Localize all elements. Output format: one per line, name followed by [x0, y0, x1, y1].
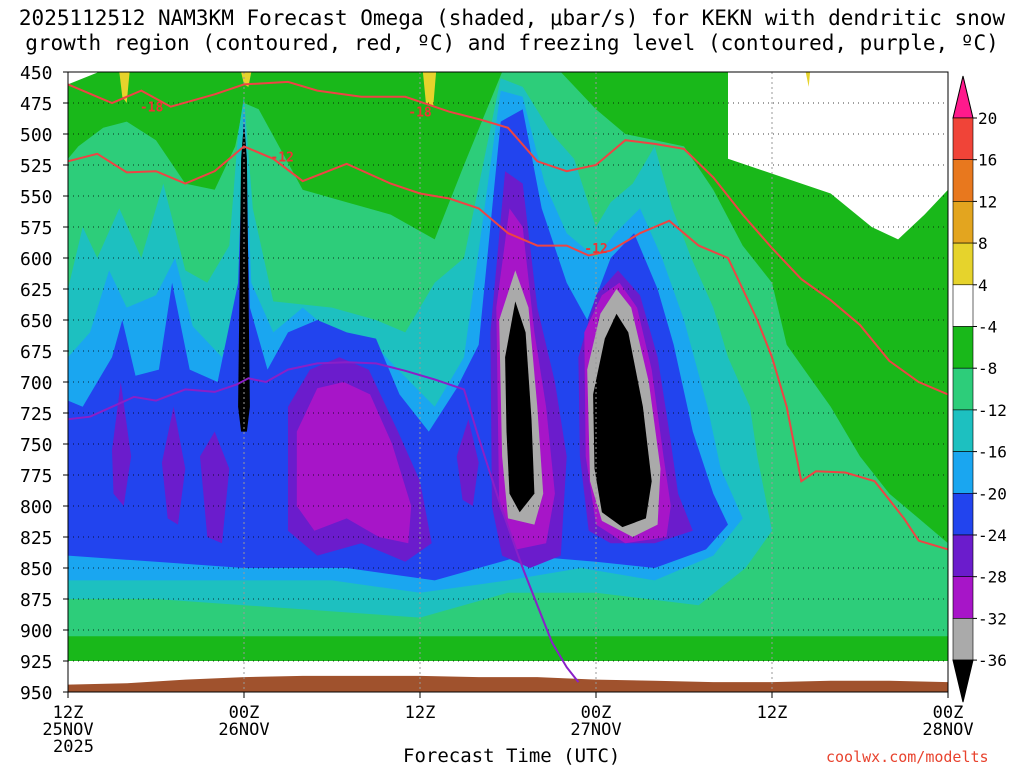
- terrain-band: [68, 675, 948, 692]
- pressure-axis: 450 475 500 525 550 575 600 625 650 675 700 725 750 7…: [20, 63, 68, 704]
- y-tick-label-925: 925: [20, 652, 53, 673]
- x-tick-label-48-0: 12Z: [757, 703, 788, 723]
- colorbar-swatch-5: [952, 284, 974, 327]
- colorbar-label-4: 4: [978, 276, 988, 295]
- colorbar-swatch-10: [952, 492, 974, 536]
- colorbar-label-2: 12: [978, 192, 997, 211]
- colorbar-swatch-11: [952, 534, 974, 578]
- colorbar: 20 16 12 8 4 -4 -8 -12 -16 -20 -24 -28 -32 -36: [952, 75, 1007, 703]
- y-tick-label-550: 550: [20, 187, 53, 208]
- colorbar-swatch-3: [952, 201, 974, 244]
- colorbar-label-3: 8: [978, 234, 988, 253]
- omega-region-9: [456, 419, 479, 506]
- x-tick-label-12-0: 00Z: [229, 703, 260, 723]
- x-tick-label-24-0: 12Z: [405, 703, 436, 723]
- x-tick-label-60-0: 00Z: [933, 703, 964, 723]
- y-tick-label-850: 850: [20, 559, 53, 580]
- dendritic-contour--18: [68, 80, 948, 396]
- colorbar-label-7: -12: [978, 401, 1007, 420]
- colorbar-label-8: -16: [978, 443, 1007, 462]
- colorbar-label-5: -4: [978, 318, 997, 337]
- x-tick-label-36-1: 27NOV: [570, 720, 621, 740]
- colorbar-label-10: -24: [978, 526, 1007, 545]
- x-tick-label-36-0: 00Z: [581, 703, 612, 723]
- colorbar-label-6: -8: [978, 359, 997, 378]
- y-tick-label-575: 575: [20, 218, 53, 239]
- colorbar-top-arrow: [952, 75, 974, 119]
- x-axis-title: Forecast Time (UTC): [403, 745, 621, 767]
- omega-region-19: [238, 121, 250, 432]
- omega-region-6: [161, 406, 186, 525]
- colorbar-label-13: -36: [978, 651, 1007, 670]
- y-tick-label-625: 625: [20, 280, 53, 301]
- colorbar-label-1: 16: [978, 151, 997, 170]
- x-tick-label-0-1: 25NOV: [42, 720, 93, 740]
- colorbar-label-12: -32: [978, 609, 1007, 628]
- colorbar-swatch-12: [952, 576, 974, 619]
- colorbar-label-11: -28: [978, 568, 1007, 587]
- omega-region-7: [200, 431, 230, 544]
- dendritic-contour--12: [68, 145, 948, 551]
- y-tick-label-675: 675: [20, 342, 53, 363]
- colorbar-label-9: -20: [978, 484, 1007, 503]
- colorbar-swatch-2: [952, 159, 974, 202]
- x-tick-label-60-1: 28NOV: [922, 720, 973, 740]
- y-tick-label-600: 600: [20, 249, 53, 270]
- contour-label--18-1: -18: [408, 106, 432, 121]
- omega-region-5: [112, 382, 132, 506]
- colorbar-swatch-6: [952, 326, 974, 369]
- colorbar-swatch-8: [952, 409, 974, 452]
- y-tick-label-750: 750: [20, 435, 53, 456]
- y-tick-label-775: 775: [20, 466, 53, 487]
- y-tick-label-700: 700: [20, 373, 53, 394]
- colorbar-label-0: 20: [978, 109, 997, 128]
- y-tick-label-825: 825: [20, 528, 53, 549]
- colorbar-swatch-1: [952, 117, 974, 161]
- y-tick-label-500: 500: [20, 125, 53, 146]
- y-tick-label-800: 800: [20, 497, 53, 518]
- contour-label--18-0: -18: [140, 101, 164, 116]
- x-tick-label-0-2: 2025: [53, 737, 94, 757]
- terrain-layer: [68, 675, 948, 692]
- x-tick-label-0-0: 12Z: [53, 703, 84, 723]
- contour-layer: -18 -18 -12 -12: [68, 80, 948, 683]
- omega-region-23: [805, 72, 811, 87]
- colorbar-swatch-13: [952, 618, 974, 661]
- x-tick-label-12-1: 26NOV: [218, 720, 269, 740]
- omega-region-22: [422, 72, 437, 107]
- y-tick-label-875: 875: [20, 590, 53, 611]
- omega-region-12: [296, 382, 412, 544]
- omega-region-20: [119, 72, 130, 103]
- credit-text: coolwx.com/modelts: [826, 748, 989, 766]
- y-tick-label-900: 900: [20, 621, 53, 642]
- omega-region-18: [593, 313, 652, 528]
- y-tick-label-450: 450: [20, 63, 53, 84]
- colorbar-swatch-7: [952, 367, 974, 411]
- colorbar-bottom-arrow: [952, 659, 974, 703]
- contour-label--12-0: -12: [270, 150, 293, 165]
- colorbar-swatch-9: [952, 451, 974, 494]
- omega-region-17: [505, 301, 535, 513]
- chart-title-line-2: growth region (contoured, red, ºC) and f…: [25, 31, 999, 55]
- y-tick-label-475: 475: [20, 94, 53, 115]
- freezing-level-contour: [68, 361, 580, 683]
- chart-title-line-1: 2025112512 NAM3KM Forecast Omega (shaded…: [18, 6, 1006, 30]
- y-tick-label-650: 650: [20, 311, 53, 332]
- y-tick-label-725: 725: [20, 404, 53, 425]
- contour-label--12-1: -12: [584, 242, 607, 257]
- colorbar-swatch-4: [952, 242, 974, 286]
- y-tick-label-950: 950: [20, 683, 53, 704]
- y-tick-label-525: 525: [20, 156, 53, 177]
